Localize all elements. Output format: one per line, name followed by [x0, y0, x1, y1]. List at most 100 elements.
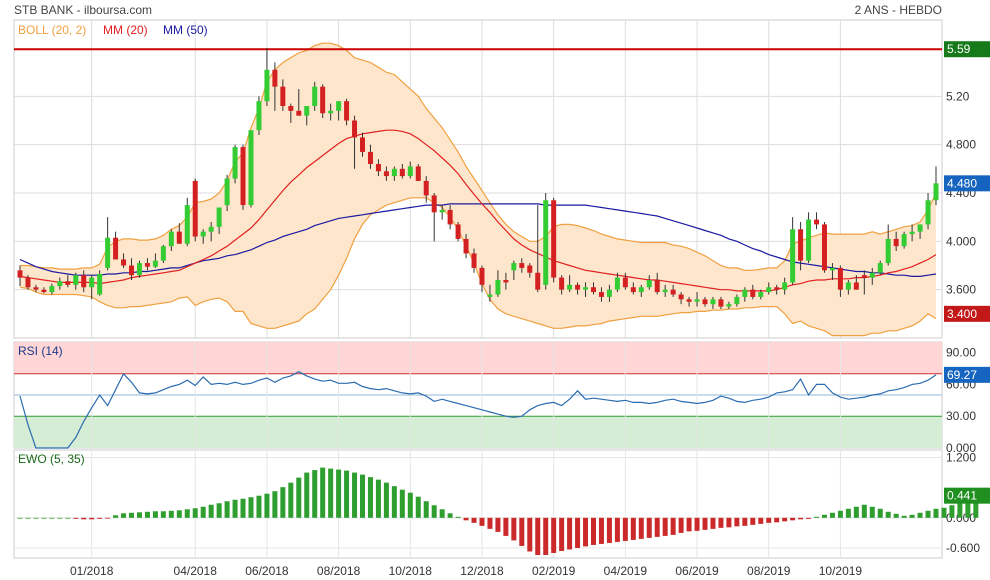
ewo-bar-positive	[415, 496, 421, 518]
candle-up	[487, 294, 493, 297]
candle-up	[232, 147, 238, 179]
ewo-bar-negative	[758, 517, 764, 524]
candle-up	[328, 110, 334, 114]
candle-up	[256, 101, 262, 131]
ewo-bar-positive	[129, 512, 135, 518]
ewo-bar-positive	[136, 512, 142, 518]
ewo-bar-negative	[535, 517, 541, 555]
ewo-bar-positive	[941, 507, 947, 518]
ewo-bar-positive	[901, 515, 907, 518]
candle-up	[606, 289, 612, 297]
ewo-y-tick: -0.600	[946, 541, 980, 555]
ewo-bar-negative	[654, 517, 660, 537]
ewo-bar-positive	[423, 501, 429, 518]
candle-down	[718, 299, 724, 307]
ewo-bar-positive	[973, 495, 979, 518]
candle-down	[447, 209, 453, 225]
ewo-bar-positive	[264, 493, 270, 518]
candle-up	[829, 267, 835, 271]
ewo-bar-positive	[208, 504, 214, 518]
ewo-bar-positive	[192, 508, 198, 518]
ewo-bar-positive	[344, 470, 350, 518]
candle-up	[710, 299, 716, 305]
candle-down	[479, 267, 485, 285]
candle-up	[734, 296, 740, 305]
rsi-oversold-zone	[14, 416, 942, 448]
candle-down	[575, 284, 581, 290]
candle-up	[200, 231, 206, 237]
candle-down	[861, 275, 867, 278]
candle-down	[296, 110, 302, 116]
ewo-bar-negative	[750, 517, 756, 525]
candle-down	[654, 280, 660, 293]
candle-down	[814, 219, 820, 225]
ewo-bar-positive	[933, 508, 939, 518]
candle-down	[415, 166, 421, 181]
ewo-bar-positive	[407, 492, 413, 518]
rsi-legend: RSI (14)	[18, 344, 63, 358]
candle-down	[360, 137, 366, 152]
ewo-bar-positive	[837, 510, 843, 518]
ewo-bar-positive	[113, 515, 119, 518]
ewo-bar-negative	[590, 517, 596, 545]
candle-up	[790, 229, 796, 283]
candle-down	[367, 151, 373, 164]
ewo-bar-positive	[168, 510, 174, 518]
ewo-bar-positive	[280, 487, 286, 518]
x-tick-label: 04/2019	[604, 564, 648, 578]
ewo-bar-negative	[790, 517, 796, 521]
ewo-bar-positive	[304, 472, 310, 518]
x-tick-label: 10/2019	[819, 564, 863, 578]
candle-up	[391, 168, 397, 177]
ewo-bar-positive	[41, 517, 47, 519]
ewo-bar-negative	[495, 517, 501, 532]
rsi-last-label-bg	[944, 366, 990, 383]
price-legend-item: MM (50)	[163, 23, 208, 37]
candle-down	[272, 69, 278, 87]
candle-down	[65, 281, 71, 285]
ewo-bar-positive	[160, 511, 166, 518]
ewo-bar-negative	[97, 517, 103, 519]
candle-up	[511, 263, 517, 271]
candle-up	[216, 207, 222, 227]
candle-down	[821, 224, 827, 271]
candle-up	[336, 101, 342, 111]
candle-down	[622, 277, 628, 288]
candle-down	[17, 270, 23, 278]
ewo-bar-positive	[893, 513, 899, 518]
candle-up	[160, 246, 166, 261]
ewo-bar-positive	[965, 499, 971, 518]
candle-down	[893, 238, 899, 247]
ewo-bar-positive	[845, 508, 851, 518]
candle-up	[845, 282, 851, 290]
last-price-label-bg	[944, 175, 990, 192]
ewo-bar-positive	[65, 517, 71, 519]
candle-up	[97, 273, 103, 295]
x-tick-label: 08/2018	[317, 564, 361, 578]
ewo-bar-positive	[957, 502, 963, 518]
ewo-bar-negative	[694, 517, 700, 531]
candle-up	[168, 231, 174, 247]
rsi-y-tick: 30.00	[946, 409, 976, 423]
ewo-bar-positive	[256, 495, 262, 518]
candle-up	[73, 275, 79, 285]
price-legend-item: BOLL (20, 2)	[18, 23, 86, 37]
ewo-bar-positive	[232, 499, 238, 518]
ewo-bar-negative	[638, 517, 644, 539]
candle-down	[503, 280, 509, 283]
price-y-tick: 3.600	[946, 283, 976, 297]
candle-down	[431, 195, 437, 213]
ewo-bar-positive	[25, 517, 31, 519]
candle-up	[312, 86, 318, 106]
candle-down	[383, 171, 389, 177]
candle-up	[758, 292, 764, 297]
ewo-bar-negative	[678, 517, 684, 533]
x-tick-label: 08/2019	[747, 564, 791, 578]
candle-down	[774, 287, 780, 290]
ewo-bar-negative	[543, 517, 549, 555]
ewo-bar-negative	[614, 517, 620, 542]
x-tick-label: 12/2018	[460, 564, 504, 578]
chart-title: STB BANK - ilboursa.com	[14, 3, 153, 17]
ewo-bar-positive	[431, 505, 437, 518]
x-tick-label: 06/2019	[675, 564, 719, 578]
